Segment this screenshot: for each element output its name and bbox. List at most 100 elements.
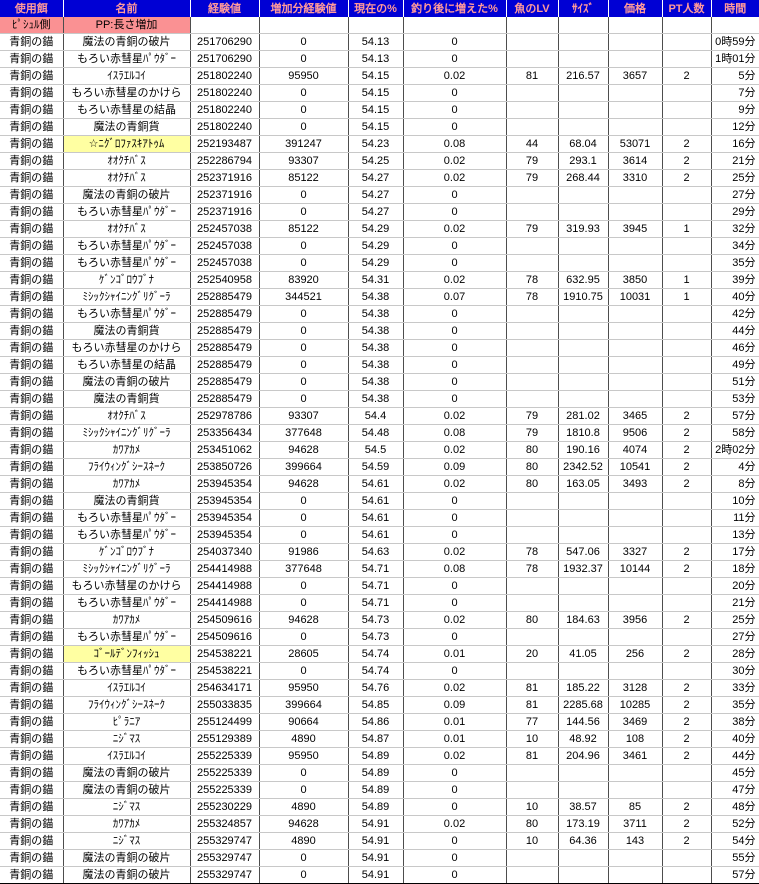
price-cell (608, 50, 663, 68)
size-cell (558, 849, 609, 867)
pt-count-cell: 2 (662, 645, 712, 663)
time-cell: 27分 (711, 628, 759, 646)
price-cell: 256 (608, 645, 663, 663)
exp-cell: 252371916 (190, 186, 260, 204)
current-pct-cell: 54.13 (348, 33, 404, 51)
pct-after-cell: 0.02 (403, 220, 507, 238)
pt-count-cell (662, 577, 712, 595)
name-cell: もろい赤彗星ﾊﾟｳﾀﾞｰ (63, 509, 191, 527)
time-cell: 21分 (711, 594, 759, 612)
pct-after-cell: 0 (403, 781, 507, 799)
time-cell: 39分 (711, 271, 759, 289)
pt-count-cell (662, 849, 712, 867)
bait-cell: 青銅の錨 (0, 526, 64, 544)
time-cell: 13分 (711, 526, 759, 544)
current-pct-cell: 54.91 (348, 866, 404, 884)
exp-cell: 255329747 (190, 866, 260, 884)
price-cell (608, 628, 663, 646)
exp-gain-cell: 94628 (259, 475, 349, 493)
pct-after-cell: 0 (403, 356, 507, 374)
name-cell: ｹﾞﾝｺﾞﾛｳﾌﾞﾅ (63, 271, 191, 289)
name-cell: 魔法の青銅の破片 (63, 373, 191, 391)
size-cell: 68.04 (558, 135, 609, 153)
current-pct-cell: 54.86 (348, 713, 404, 731)
size-cell (558, 764, 609, 782)
table-row: 青銅の錨 魔法の青銅の破片 255329747 0 54.91 0 55分 (0, 849, 759, 867)
pt-count-cell (662, 118, 712, 136)
current-pct-cell: 54.31 (348, 271, 404, 289)
pt-count-cell (662, 254, 712, 272)
table-row: 青銅の錨 ﾆｼﾞﾏｽ 255129389 4890 54.87 0.01 10 48.92 10… (0, 730, 759, 748)
table-row: 青銅の錨 ﾋﾟﾗﾆｱ 255124499 90664 54.86 0.01 77 144.56… (0, 713, 759, 731)
col-header-name: 名前 (63, 0, 191, 17)
size-cell (558, 628, 609, 646)
table-row: 青銅の錨 ﾐｼｯｸｼｬｲﾆﾝｸﾞﾘｸﾞｰﾗ 254414988 377648 54.71… (0, 560, 759, 578)
price-cell (608, 356, 663, 374)
bait-cell: 青銅の錨 (0, 594, 64, 612)
name-cell: もろい赤彗星ﾊﾟｳﾀﾞｰ (63, 662, 191, 680)
exp-gain-cell: 0 (259, 526, 349, 544)
fish-lv-cell: 80 (506, 475, 559, 493)
time-cell: 16分 (711, 135, 759, 153)
bait-cell: 青銅の錨 (0, 730, 64, 748)
pt-count-cell: 2 (662, 815, 712, 833)
exp-cell: 253850726 (190, 458, 260, 476)
current-pct-cell: 54.15 (348, 84, 404, 102)
pt-count-cell (662, 781, 712, 799)
name-cell: ｵｵｸﾁﾊﾞｽ (63, 407, 191, 425)
current-pct-cell: 54.29 (348, 220, 404, 238)
fish-lv-cell: 81 (506, 679, 559, 697)
time-cell (711, 17, 759, 34)
exp-gain-cell (259, 17, 349, 34)
price-cell: 143 (608, 832, 663, 850)
fish-lv-cell: 10 (506, 730, 559, 748)
price-cell (608, 577, 663, 595)
price-cell: 53071 (608, 135, 663, 153)
pct-after-cell: 0 (403, 798, 507, 816)
pt-count-cell (662, 186, 712, 204)
fish-lv-cell: 77 (506, 713, 559, 731)
name-cell: もろい赤彗星ﾊﾟｳﾀﾞｰ (63, 203, 191, 221)
pct-after-cell: 0.02 (403, 543, 507, 561)
current-pct-cell: 54.76 (348, 679, 404, 697)
col-header-exp-gain: 増加分経験値 (259, 0, 349, 17)
pct-after-cell: 0 (403, 305, 507, 323)
pct-after-cell: 0 (403, 509, 507, 527)
fish-lv-cell: 81 (506, 696, 559, 714)
exp-cell: 254414988 (190, 577, 260, 595)
name-cell: ｶﾜｱｶﾒ (63, 475, 191, 493)
size-cell: 144.56 (558, 713, 609, 731)
name-cell: ｶﾜｱｶﾒ (63, 815, 191, 833)
current-pct-cell: 54.38 (348, 390, 404, 408)
exp-cell: 254037340 (190, 543, 260, 561)
pct-after-cell: 0 (403, 577, 507, 595)
time-cell: 33分 (711, 679, 759, 697)
current-pct-cell: 54.89 (348, 781, 404, 799)
table-row: 青銅の錨 ﾐｼｯｸｼｬｲﾆﾝｸﾞﾘｸﾞｰﾗ 252885479 344521 54.38… (0, 288, 759, 306)
price-cell (608, 509, 663, 527)
name-cell: PP:長さ増加 (63, 17, 191, 34)
table-row: 青銅の錨 ﾆｼﾞﾏｽ 255230229 4890 54.89 0 10 38.57 85 2 48… (0, 798, 759, 816)
size-cell: 38.57 (558, 798, 609, 816)
table-row: 青銅の錨 魔法の青銅貨 252885479 0 54.38 0 44分 (0, 322, 759, 340)
current-pct-cell: 54.15 (348, 101, 404, 119)
bait-cell: 青銅の錨 (0, 390, 64, 408)
bait-cell: 青銅の錨 (0, 543, 64, 561)
size-cell (558, 781, 609, 799)
pct-after-cell (403, 17, 507, 34)
pt-count-cell: 2 (662, 135, 712, 153)
bait-cell: 青銅の錨 (0, 135, 64, 153)
pct-after-cell: 0.09 (403, 696, 507, 714)
price-cell: 3711 (608, 815, 663, 833)
bait-cell: 青銅の錨 (0, 84, 64, 102)
current-pct-cell: 54.5 (348, 441, 404, 459)
bait-cell: 青銅の錨 (0, 815, 64, 833)
price-cell (608, 101, 663, 119)
size-cell: 547.06 (558, 543, 609, 561)
exp-gain-cell: 0 (259, 577, 349, 595)
bait-cell: 青銅の錨 (0, 203, 64, 221)
time-cell: 1時01分 (711, 50, 759, 68)
bait-cell: 青銅の錨 (0, 152, 64, 170)
pct-after-cell: 0.08 (403, 424, 507, 442)
